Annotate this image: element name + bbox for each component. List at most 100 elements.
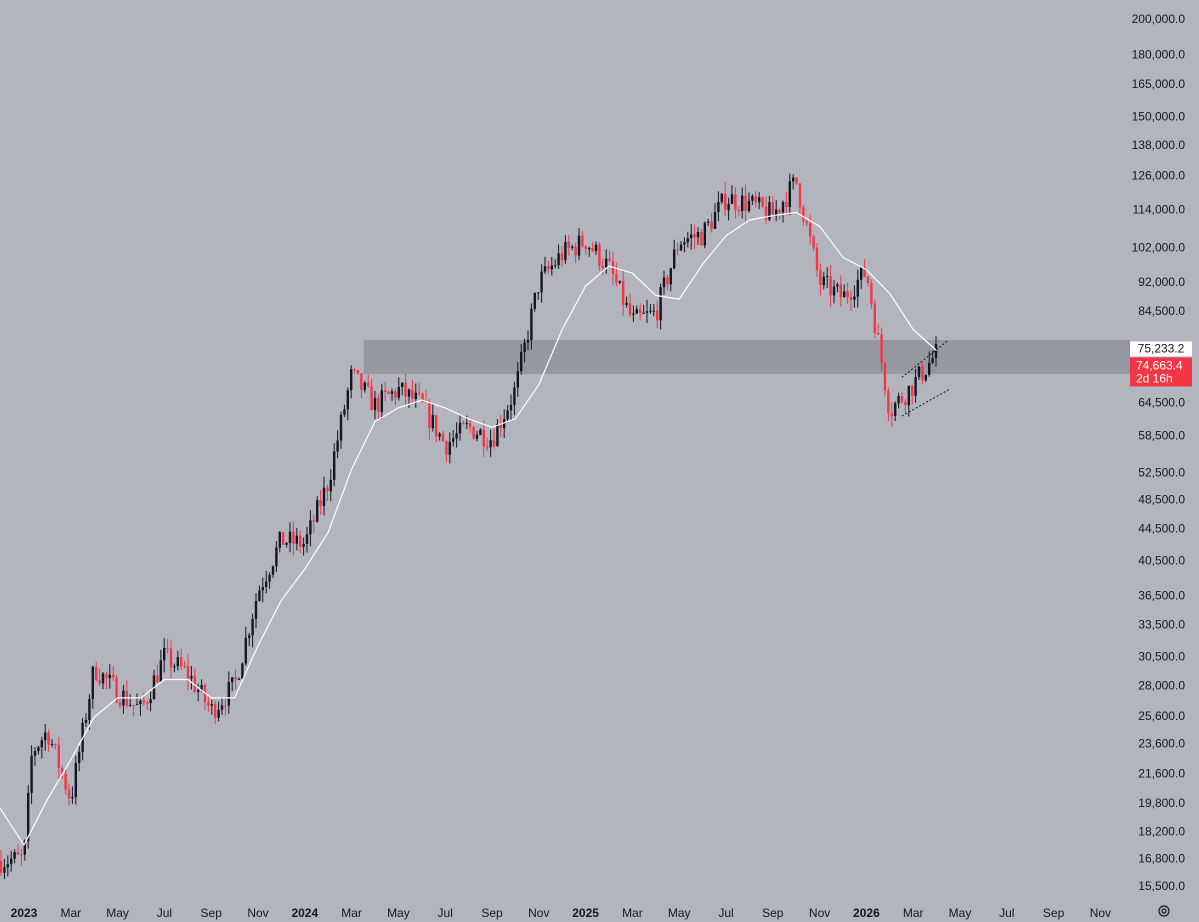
price-tick-label: 102,000.0 [1132, 240, 1186, 254]
candle [897, 392, 900, 409]
candle [815, 243, 819, 277]
candle [676, 242, 679, 256]
price-tick-label: 150,000.0 [1132, 110, 1186, 124]
price-tick-label: 15,500.0 [1138, 879, 1185, 893]
candle [679, 241, 683, 252]
candle [873, 299, 876, 339]
time-axis[interactable]: 2023 Mar May Jul Sep Nov 2024 Mar May Jul Sep Nov 20… [11, 906, 1111, 920]
candle [577, 228, 581, 261]
time-tick-label: Jul [438, 906, 453, 920]
price-axis[interactable]: 200,000.0 180,000.0 165,000.0 150,000.0 138,… [1132, 12, 1186, 893]
time-tick-label: Mar [622, 906, 643, 920]
candle [479, 428, 482, 436]
candle [540, 264, 543, 303]
support-zone[interactable] [363, 339, 1131, 374]
candle [499, 415, 502, 438]
price-tick-label: 36,500.0 [1138, 589, 1185, 603]
candle [513, 381, 516, 416]
candle [805, 218, 808, 227]
candle-countdown-label: 2d 16h [1136, 371, 1173, 385]
candle [288, 522, 292, 553]
candle [537, 292, 540, 300]
channel-lower-line[interactable] [901, 389, 949, 417]
candle [564, 235, 567, 264]
candle [486, 437, 489, 452]
candle [390, 388, 394, 401]
candle [241, 662, 244, 680]
price-tick-label: 126,000.0 [1132, 169, 1186, 183]
time-tick-label: Nov [528, 906, 549, 920]
candle [870, 279, 873, 309]
candle [88, 694, 91, 730]
time-tick-label: Sep [201, 906, 223, 920]
candle [761, 196, 764, 209]
candle [61, 766, 64, 779]
candle [567, 235, 570, 256]
candle [662, 270, 666, 295]
candle [598, 242, 601, 272]
candle [261, 577, 264, 603]
candle [149, 690, 152, 712]
candle [768, 195, 771, 222]
candle [741, 187, 744, 219]
candle [523, 338, 526, 363]
time-tick-label: 2024 [291, 906, 318, 920]
candle [506, 404, 509, 423]
candle [414, 383, 417, 408]
time-tick-label: Nov [809, 906, 830, 920]
candle [669, 267, 672, 292]
candle [635, 305, 638, 314]
candle [169, 639, 173, 679]
candle [832, 279, 836, 304]
candle [129, 694, 132, 707]
candle [33, 747, 37, 766]
candle [57, 736, 60, 780]
candle [492, 428, 496, 449]
candle [203, 683, 207, 711]
candle [271, 565, 275, 579]
candle [666, 274, 669, 290]
candle [292, 521, 295, 556]
candle [125, 680, 128, 709]
time-tick-label: Nov [247, 906, 268, 920]
candle [802, 204, 805, 226]
candle [530, 303, 533, 350]
candle [159, 649, 162, 683]
candle [911, 384, 914, 405]
candle [826, 267, 829, 288]
candle [244, 626, 247, 666]
candle [44, 723, 47, 751]
candle [122, 684, 125, 714]
candle [822, 271, 825, 290]
candle [656, 300, 659, 329]
candle [16, 843, 20, 855]
candle [625, 296, 628, 308]
candle [547, 260, 550, 274]
candle [611, 251, 615, 285]
channel-upper-line[interactable] [901, 339, 949, 378]
candle [455, 422, 458, 448]
price-tick-label: 180,000.0 [1132, 48, 1186, 62]
time-tick-label: Mar [341, 906, 362, 920]
support-zone-layer [363, 339, 1131, 374]
candle [438, 432, 441, 441]
candle [754, 191, 757, 208]
gear-icon[interactable] [1158, 905, 1170, 917]
time-tick-label: May [387, 906, 410, 920]
time-tick-label: Mar [903, 906, 924, 920]
candle [322, 476, 326, 516]
candle [190, 666, 193, 690]
candle [350, 365, 353, 399]
last-price-label: 74,663.42d 16h [1130, 357, 1192, 387]
candle [101, 671, 105, 689]
candle [356, 369, 360, 375]
candle [849, 290, 853, 311]
candle [183, 660, 186, 669]
candle [217, 701, 220, 722]
price-tick-label: 84,500.0 [1138, 304, 1185, 318]
candle [836, 282, 839, 293]
candle [380, 383, 383, 420]
candle [309, 510, 312, 547]
